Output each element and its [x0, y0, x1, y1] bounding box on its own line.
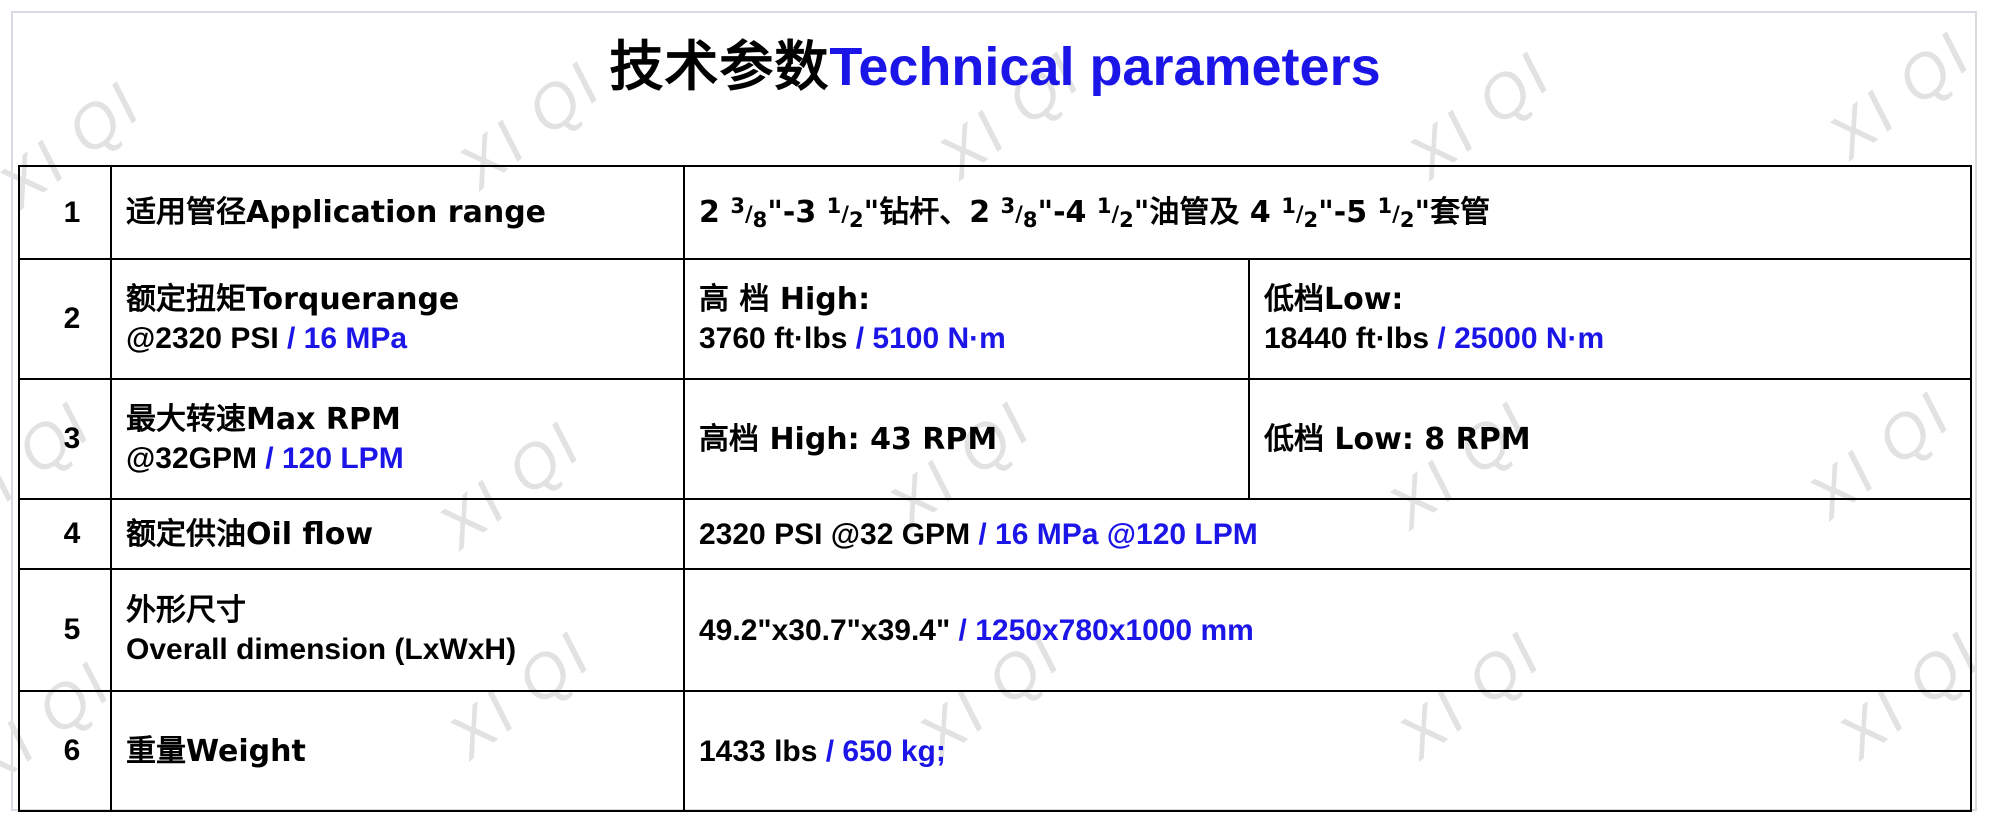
label-black-part: @2320 PSI	[126, 322, 288, 355]
row-value-high: 高档 High: 43 RPM	[683, 378, 1250, 500]
table-row: 4 额定供油Oil flow 2320 PSI @32 GPM / 16 MPa…	[18, 498, 1972, 570]
row-label: 外形尺寸 Overall dimension (LxWxH)	[110, 568, 685, 692]
row-number: 5	[18, 568, 112, 692]
value-blue-part: / 16 MPa @120 LPM	[978, 517, 1258, 551]
label-blue-part: / 120 LPM	[265, 442, 404, 475]
row-label: 额定扭矩Torquerange @2320 PSI / 16 MPa	[110, 258, 685, 380]
value-black-part: 1433 lbs	[699, 734, 826, 768]
row-value-high: 高 档 High: 3760 ft·lbs / 5100 N·m	[683, 258, 1250, 380]
table-row: 1 适用管径Application range 2 3/8"-3 1/2"钻杆、…	[18, 165, 1972, 260]
page-title: 技术参数Technical parameters	[0, 37, 1990, 97]
row-value: 2 3/8"-3 1/2"钻杆、2 3/8"-4 1/2"油管及 4 1/2"-…	[683, 165, 1972, 260]
row-number: 1	[18, 165, 112, 260]
technical-parameters-table: 1 适用管径Application range 2 3/8"-3 1/2"钻杆、…	[18, 165, 1973, 812]
row-label-line: @32GPM / 120 LPM	[126, 439, 683, 478]
row-label-line: 最大转速Max RPM	[126, 402, 401, 437]
page-title-english: Technical parameters	[829, 37, 1381, 97]
row-label: 适用管径Application range	[110, 165, 685, 260]
value-blue-part: / 1250x780x1000 mm	[958, 613, 1254, 647]
label-black-part: @32GPM	[126, 442, 266, 475]
table-row: 3 最大转速Max RPM @32GPM / 120 LPM 高档 High: …	[18, 378, 1973, 500]
row-label-line: @2320 PSI / 16 MPa	[126, 319, 683, 358]
row-number: 3	[18, 378, 112, 500]
row-label-line: 外形尺寸	[126, 593, 246, 628]
value-blue-part: / 650 kg;	[825, 734, 946, 768]
table-row: 6 重量Weight 1433 lbs / 650 kg;	[18, 690, 1972, 812]
application-range-value: 2 3/8"-3 1/2"钻杆、2 3/8"-4 1/2"油管及 4 1/2"-…	[699, 193, 1491, 232]
table-row: 2 额定扭矩Torquerange @2320 PSI / 16 MPa 高 档…	[18, 258, 1973, 380]
row-label-line: 重量Weight	[126, 733, 306, 769]
table-row: 5 外形尺寸 Overall dimension (LxWxH) 49.2"x3…	[18, 568, 1972, 692]
label-blue-part: / 16 MPa	[287, 322, 408, 355]
row-value: 49.2"x30.7"x39.4" / 1250x780x1000 mm	[683, 568, 1972, 692]
value-black-part: 2320 PSI @32 GPM	[699, 517, 979, 551]
row-label: 最大转速Max RPM @32GPM / 120 LPM	[110, 378, 685, 500]
high-gear-title: 高 档 High:	[699, 282, 871, 317]
row-label-line: Overall dimension (LxWxH)	[126, 633, 517, 666]
page-title-chinese: 技术参数	[609, 35, 830, 98]
row-number: 2	[18, 258, 112, 380]
value-black-part: 49.2"x30.7"x39.4"	[699, 613, 959, 647]
value-black-part: 18440 ft·lbs	[1263, 322, 1438, 355]
row-value-low: 低档Low: 18440 ft·lbs / 25000 N·m	[1247, 258, 1973, 380]
value-black-part: 3760 ft·lbs	[699, 322, 856, 355]
row-label-line: 额定供油Oil flow	[126, 516, 374, 552]
row-label: 额定供油Oil flow	[110, 498, 685, 570]
row-value: 2320 PSI @32 GPM / 16 MPa @120 LPM	[683, 498, 1972, 570]
low-gear-value: 18440 ft·lbs / 25000 N·m	[1264, 319, 1970, 358]
row-label: 重量Weight	[110, 690, 685, 812]
row-value: 1433 lbs / 650 kg;	[683, 690, 1972, 812]
low-gear-title: 低档Low:	[1263, 282, 1404, 317]
row-label-line: 适用管径Application range	[126, 195, 547, 230]
row-number: 4	[18, 498, 112, 570]
high-gear-value: 3760 ft·lbs / 5100 N·m	[699, 319, 1248, 358]
value-blue-part: / 25000 N·m	[1437, 322, 1605, 355]
row-value-low: 低档 Low: 8 RPM	[1247, 378, 1973, 500]
row-label-line: 额定扭矩Torquerange	[126, 282, 460, 317]
row-number: 6	[18, 690, 112, 812]
value-blue-part: / 5100 N·m	[855, 322, 1006, 355]
